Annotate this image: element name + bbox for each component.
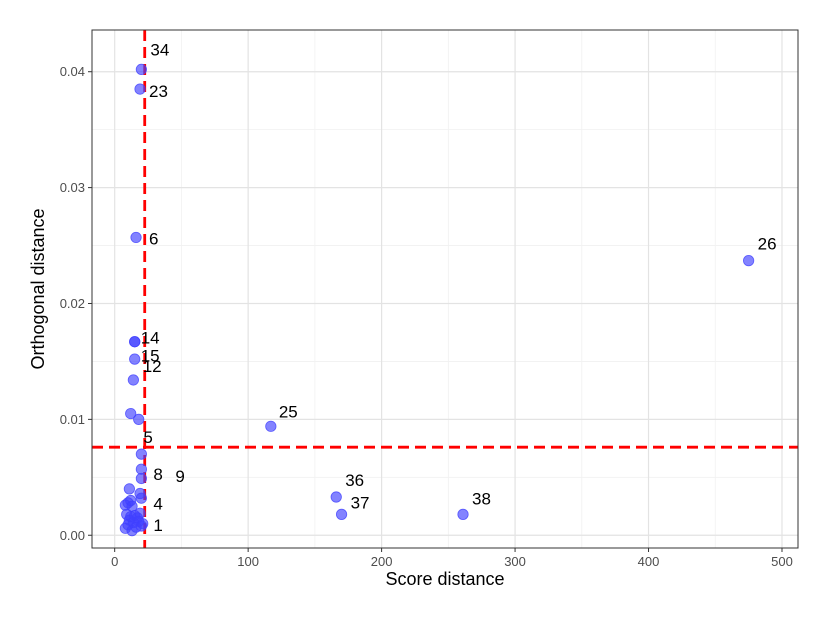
y-axis-ticks: 0.00 0.01 0.02 0.03 0.04: [60, 64, 92, 543]
data-point: [135, 520, 147, 532]
data-point: [743, 255, 755, 267]
data-point: [129, 353, 141, 365]
data-point: [135, 492, 147, 504]
data-point: [130, 231, 142, 244]
x-axis-ticks: 0 100 200 300 400 500: [111, 548, 793, 569]
x-tick-label: 200: [371, 554, 393, 569]
x-tick-label: 0: [111, 554, 118, 569]
data-point: [330, 491, 342, 503]
x-tick-label: 500: [771, 554, 793, 569]
points: [119, 63, 755, 537]
point-label: 12: [143, 357, 162, 376]
data-point: [457, 508, 469, 520]
point-label: 26: [758, 235, 777, 254]
data-point: [125, 407, 137, 420]
point-label: 37: [351, 493, 370, 512]
point-label: 25: [279, 402, 298, 421]
data-point: [129, 336, 141, 348]
y-axis-title: Orthogonal distance: [28, 208, 48, 369]
data-point: [123, 483, 135, 495]
y-tick-label: 0.00: [60, 528, 85, 543]
point-label: 15: [141, 347, 160, 366]
point-label: 38: [472, 489, 491, 508]
data-point: [335, 508, 348, 520]
y-tick-label: 0.03: [60, 180, 85, 195]
data-point: [133, 413, 145, 425]
point-label: 8: [153, 465, 162, 484]
data-point: [135, 463, 147, 475]
y-tick-label: 0.02: [60, 296, 85, 311]
panel-border: [91, 29, 799, 549]
x-tick-label: 100: [237, 554, 259, 569]
point-label: 5: [143, 428, 152, 447]
y-tick-label: 0.04: [60, 64, 85, 79]
point-label: 36: [345, 471, 364, 490]
cutoff-lines: [92, 30, 798, 548]
grid: [92, 30, 798, 548]
x-tick-label: 400: [638, 554, 660, 569]
point-label: 34: [150, 40, 169, 59]
data-point: [135, 472, 147, 485]
data-point: [125, 511, 137, 523]
data-point: [134, 83, 146, 95]
data-point: [127, 374, 139, 386]
point-label: 9: [175, 467, 184, 486]
point-label: 6: [149, 229, 158, 248]
x-axis-title: Score distance: [385, 569, 504, 589]
data-point: [135, 448, 147, 460]
point-label: 4: [153, 494, 162, 513]
x-tick-label: 300: [504, 554, 526, 569]
data-point: [265, 420, 277, 432]
point-label: 23: [149, 82, 168, 101]
point-label: 1: [153, 516, 162, 535]
point-label: 14: [141, 329, 160, 348]
data-point: [135, 63, 147, 76]
y-tick-label: 0.01: [60, 412, 85, 427]
